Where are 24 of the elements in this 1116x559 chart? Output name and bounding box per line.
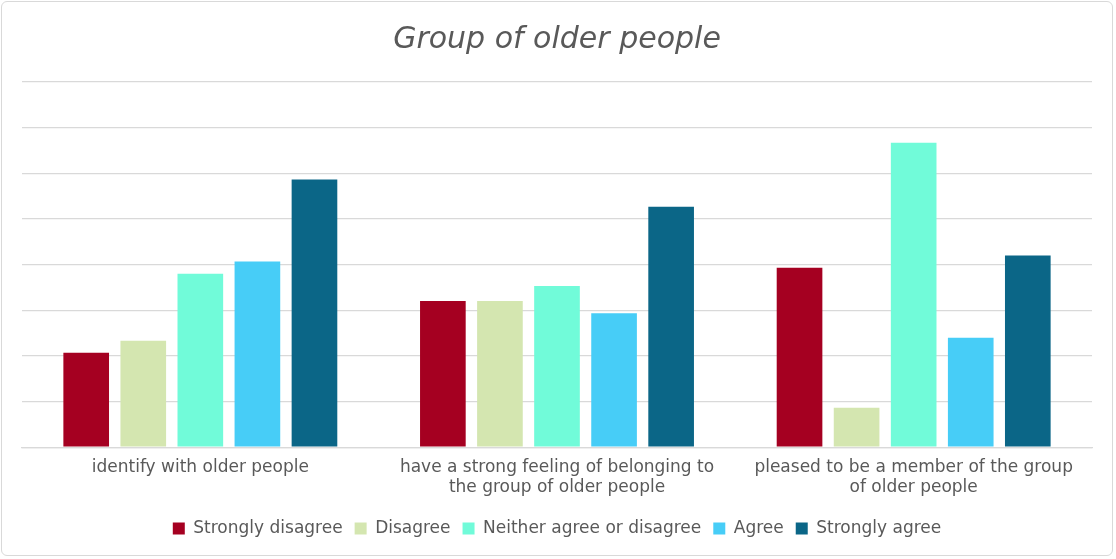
bar bbox=[776, 267, 823, 447]
bar bbox=[234, 261, 281, 447]
chart-title: Group of older people bbox=[393, 19, 721, 55]
bar bbox=[833, 407, 880, 447]
bar bbox=[534, 285, 580, 447]
legend-label: Agree bbox=[733, 516, 784, 537]
bar bbox=[420, 301, 466, 447]
bar bbox=[477, 301, 523, 447]
legend-label: Strongly disagree bbox=[193, 516, 343, 537]
bar bbox=[890, 142, 937, 447]
bar bbox=[591, 313, 637, 447]
bar bbox=[1004, 255, 1051, 447]
bar bbox=[947, 337, 994, 447]
legend-label: Strongly agree bbox=[816, 516, 942, 537]
bar bbox=[177, 273, 224, 447]
bar bbox=[120, 340, 167, 447]
bar bbox=[291, 179, 338, 447]
x-tick-label: pleased to be a member of the group of older people bbox=[754, 455, 1073, 497]
bar bbox=[63, 352, 110, 447]
legend-label: Disagree bbox=[375, 516, 451, 537]
bar bbox=[648, 206, 694, 447]
x-tick-label: have a strong feeling of belonging to the group of older people bbox=[399, 455, 715, 497]
x-tick-label: identify with older people bbox=[91, 455, 309, 476]
legend-label: Neither agree or disagree bbox=[483, 516, 702, 537]
